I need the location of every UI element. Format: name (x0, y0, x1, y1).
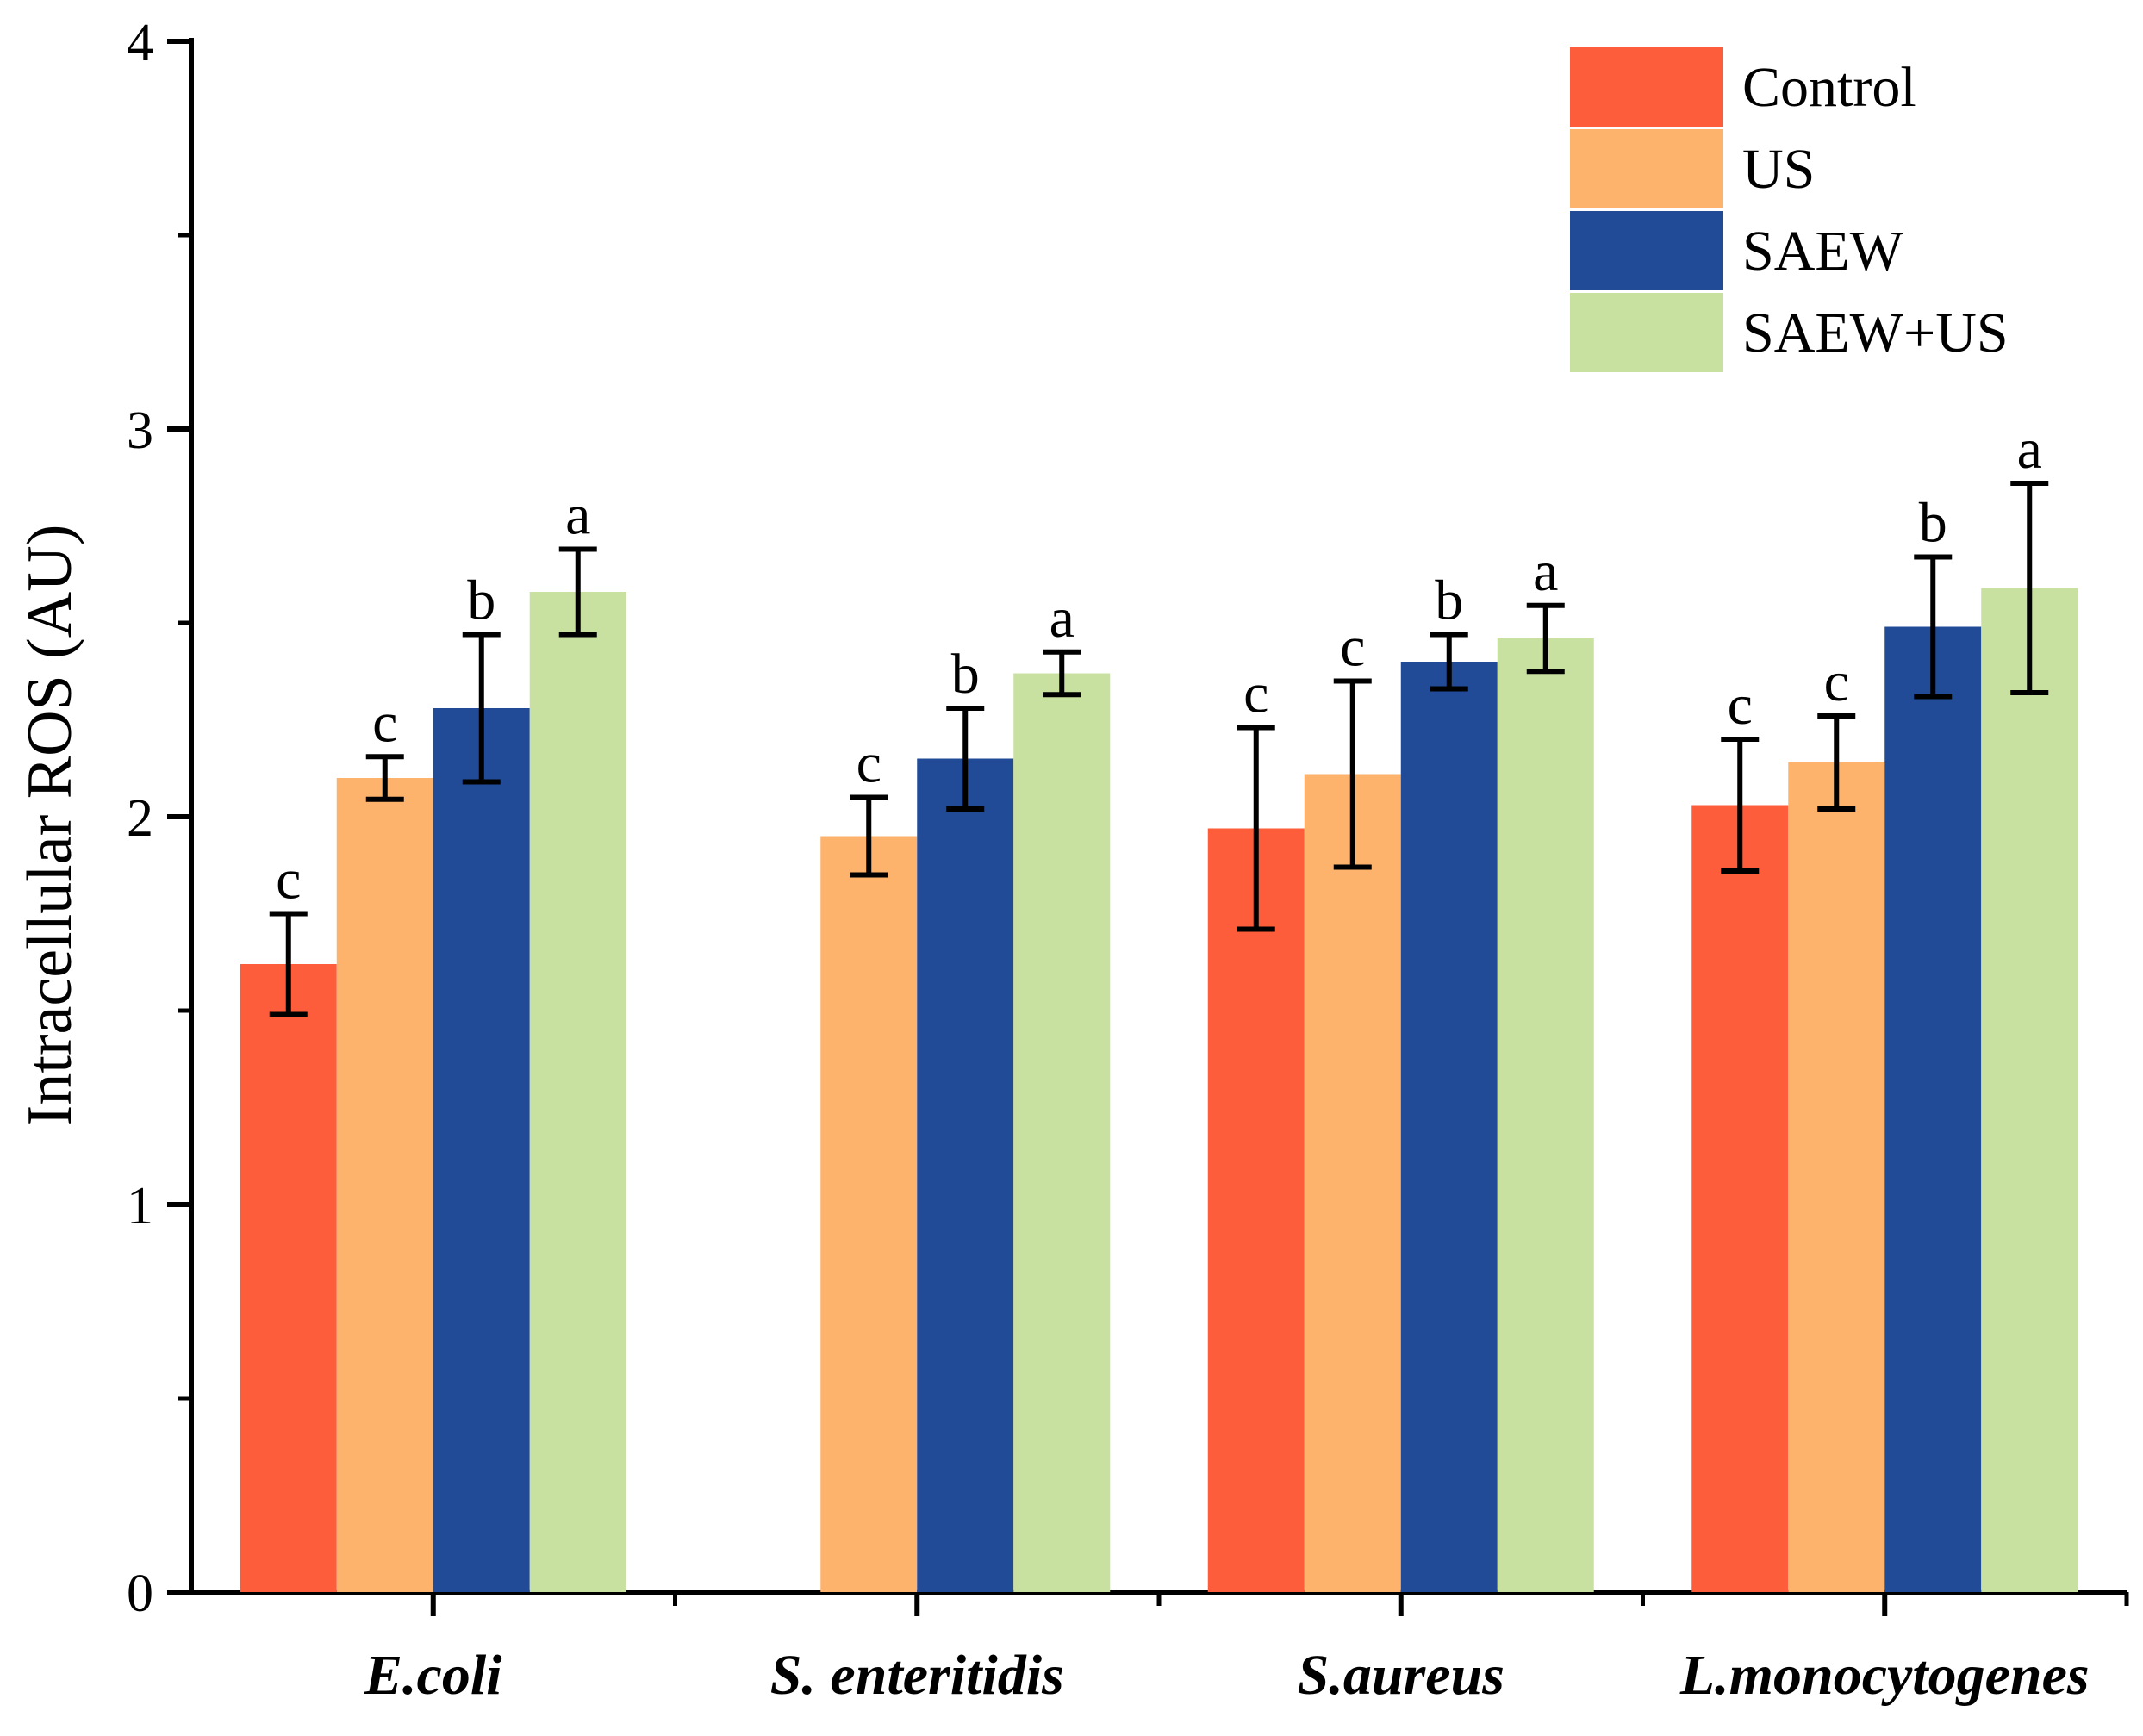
bar (529, 592, 626, 1592)
bar (1304, 774, 1401, 1592)
significance-labels: c c b a c b a c c b a c c b a (276, 418, 2042, 912)
y-axis-title: Intracellular ROS (AU) (15, 525, 85, 1127)
bar (1884, 626, 1982, 1592)
significance-label: c (372, 691, 397, 754)
y-tick-label: 2 (127, 789, 153, 848)
bar (1981, 588, 2078, 1592)
bar (1400, 662, 1498, 1592)
significance-label: b (467, 569, 495, 632)
significance-label: a (1533, 540, 1558, 603)
bar (433, 708, 530, 1592)
significance-label: c (1340, 616, 1365, 679)
x-category-label: S. enteritidis (770, 1644, 1064, 1707)
y-tick-label: 3 (127, 401, 153, 460)
error-bars (269, 481, 2049, 1017)
significance-label: b (1919, 492, 1947, 555)
significance-label: c (1243, 663, 1268, 725)
legend-label: Control (1742, 56, 1916, 119)
legend-label: SAEW+US (1742, 302, 2009, 364)
bar (1497, 638, 1594, 1592)
bar (1207, 828, 1305, 1592)
y-tick-label: 1 (127, 1177, 153, 1235)
legend-label: SAEW (1742, 220, 1904, 283)
x-category-label: E.coli (364, 1644, 502, 1707)
legend-swatch (1570, 47, 1723, 127)
legend-swatch (1570, 293, 1723, 372)
significance-label: a (2017, 418, 2042, 481)
significance-label: c (1728, 674, 1753, 737)
y-tick-label: 0 (127, 1565, 153, 1623)
bar (917, 758, 1014, 1592)
significance-label: c (857, 732, 881, 795)
x-category-label: S.aureus (1298, 1644, 1504, 1707)
bar (1013, 673, 1111, 1592)
significance-label: a (565, 484, 590, 547)
legend-swatch (1570, 129, 1723, 208)
bar (1788, 762, 1885, 1592)
y-tick-label: 4 (127, 14, 153, 72)
significance-label: b (951, 643, 980, 706)
significance-label: c (1824, 650, 1849, 713)
bar (240, 964, 337, 1592)
significance-label: c (276, 849, 301, 912)
bar (1691, 805, 1789, 1592)
legend-label: US (1742, 138, 1815, 201)
legend-swatch (1570, 211, 1723, 290)
bar (336, 778, 433, 1592)
legend: Control US SAEW SAEW+US (1570, 47, 2009, 372)
bar (820, 836, 918, 1592)
x-category-label: L.monocytogenes (1679, 1644, 2090, 1707)
x-category-labels: E.coli S. enteritidis S.aureus L.monocytoge… (364, 1644, 2090, 1707)
significance-label: a (1050, 587, 1075, 650)
significance-label: b (1435, 569, 1463, 632)
bars (240, 588, 2078, 1592)
